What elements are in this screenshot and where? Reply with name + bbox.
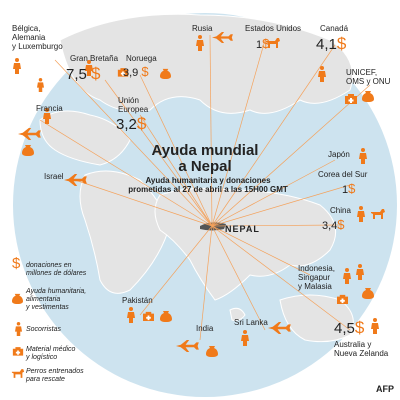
rescuer-icon — [13, 58, 21, 74]
dollar-icon: $ — [262, 36, 270, 51]
nepal-label: NEPAL — [225, 224, 260, 234]
amount-australia: 4,5$ — [334, 318, 365, 337]
label-canada: Canadá — [320, 24, 349, 33]
label-unicef: UNICEF, OMS y ONU — [346, 68, 391, 86]
dollar-icon: $ — [337, 217, 345, 232]
legend-socorristas: Socorristas — [26, 326, 62, 333]
map-subtitle: Ayuda humanitaria y donaciones prometida… — [128, 176, 288, 194]
legend-dollar-icon: $ — [12, 255, 21, 272]
label-japon: Japón — [328, 150, 350, 159]
continents — [39, 13, 354, 343]
label-union-europea: Unión Europea — [118, 96, 149, 114]
label-francia: Francia — [36, 104, 63, 113]
dollar-icon: $ — [336, 34, 347, 53]
legend-donaciones: $ donaciones en millones de dólares — [12, 255, 87, 277]
amount-corea: 1$ — [342, 181, 356, 196]
label-gran-bretana: Gran Bretaña — [70, 54, 119, 63]
legend-material: Material médico y logístico — [26, 346, 76, 361]
amount-canada: 4,1$ — [316, 34, 347, 53]
dollar-icon: $ — [91, 64, 101, 83]
label-india: India — [196, 324, 214, 333]
label-china: China — [330, 206, 351, 215]
amount-china: 3,4$ — [322, 217, 345, 232]
amount-gran-bretana: 7,5 $ — [66, 64, 101, 83]
label-estados-unidos: Estados Unidos — [245, 24, 302, 33]
label-rusia: Rusia — [192, 24, 213, 33]
dollar-icon: $ — [354, 318, 365, 337]
label-israel: Israel — [44, 172, 64, 181]
credit-logo: AFP — [376, 384, 394, 394]
label-sri-lanka: Sri Lanka — [234, 318, 268, 327]
dollar-icon: $ — [136, 114, 147, 133]
rescuer-icon — [371, 318, 379, 334]
amount-estados-unidos: 1$ — [256, 36, 270, 51]
label-noruega: Noruega — [126, 54, 157, 63]
label-belgica: Bélgica, Alemania y Luxemburgo — [12, 24, 63, 51]
dollar-icon: $ — [348, 181, 356, 196]
amount-union-europea: 3,2$ — [116, 114, 147, 133]
amount-noruega: 3,9 $ — [123, 64, 149, 79]
label-pakistan: Pakistán — [122, 296, 153, 305]
dollar-icon: $ — [141, 64, 149, 79]
legend-ayuda: Ayuda humanitaria, alimentaria y vestime… — [26, 288, 87, 311]
aid-box-icon — [362, 91, 374, 102]
connection-lines — [39, 34, 371, 341]
label-australia: Australia y Nueva Zelanda — [334, 340, 389, 358]
legend-perros: Perros entrenados para rescate — [26, 368, 84, 383]
label-corea: Corea del Sur — [318, 170, 368, 179]
rescuer-icon — [37, 78, 44, 92]
label-indonesia: Indonesia, Singapur y Malasia — [298, 264, 335, 291]
map-title: Ayuda mundial a Nepal — [151, 142, 259, 175]
